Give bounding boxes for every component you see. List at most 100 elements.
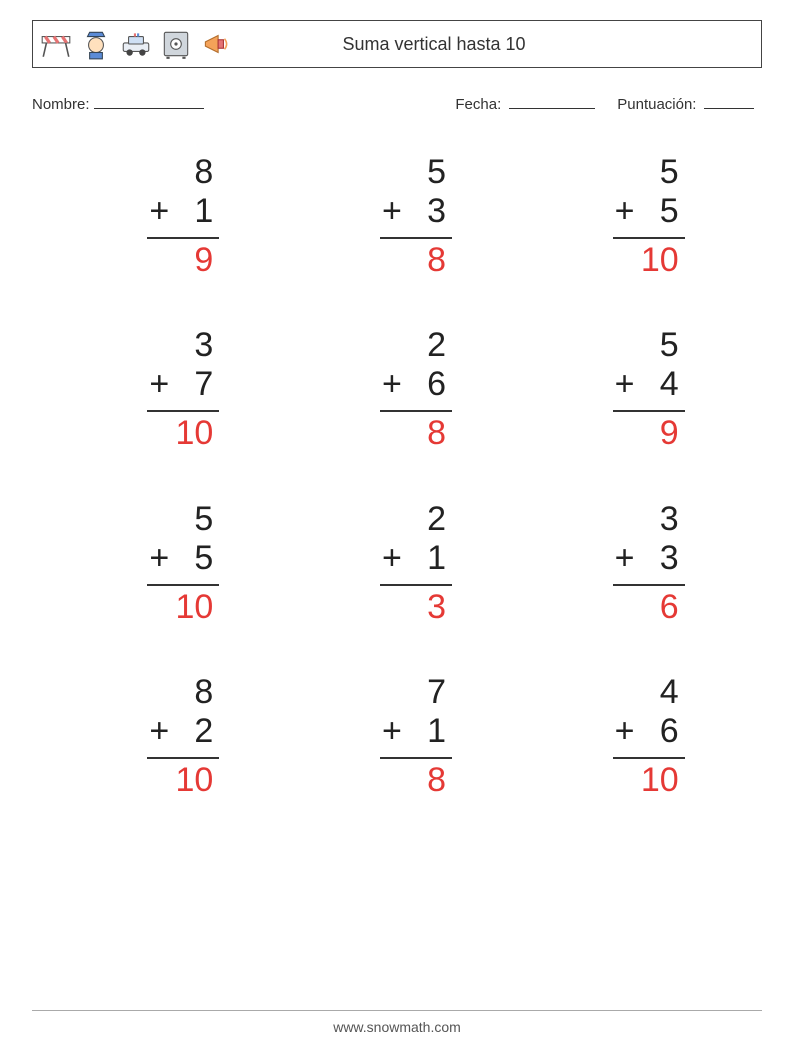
plus-operator: + (615, 712, 635, 751)
problem-rule (380, 584, 452, 586)
problem-operator-row: +2 (109, 712, 219, 751)
plus-operator: + (149, 712, 169, 751)
problem-operator-row: +7 (109, 365, 219, 404)
problem: 5+510 (575, 153, 685, 280)
problem-answer: 10 (641, 241, 685, 280)
plus-operator: + (615, 192, 635, 231)
problem-bottom-number: 3 (637, 539, 685, 578)
problem-top-number: 4 (660, 673, 685, 712)
problem-operator-row: +6 (575, 712, 685, 751)
plus-operator: + (615, 539, 635, 578)
score-label: Puntuación: (617, 96, 696, 113)
problem-answer: 10 (176, 761, 220, 800)
police-officer-icon (79, 27, 113, 61)
problem-answer: 9 (660, 414, 685, 453)
worksheet-page: Suma vertical hasta 10 Nombre: Fecha: Pu… (0, 0, 794, 1053)
problem-bottom-number: 1 (171, 192, 219, 231)
problem-rule (613, 584, 685, 586)
problem-bottom-number: 6 (637, 712, 685, 751)
problem: 7+18 (342, 673, 452, 800)
plus-operator: + (382, 192, 402, 231)
safe-icon (159, 27, 193, 61)
date-blank[interactable] (509, 94, 595, 109)
problem-operator-row: +1 (342, 539, 452, 578)
problem: 3+710 (109, 326, 219, 453)
score-blank[interactable] (704, 94, 754, 109)
problem-answer: 8 (427, 414, 452, 453)
problem: 5+510 (109, 500, 219, 627)
problem-top-number: 2 (427, 500, 452, 539)
problem: 8+19 (109, 153, 219, 280)
problem: 2+68 (342, 326, 452, 453)
problem-operator-row: +1 (342, 712, 452, 751)
problem-operator-row: +6 (342, 365, 452, 404)
problem-top-number: 5 (427, 153, 452, 192)
problem-operator-row: +4 (575, 365, 685, 404)
problem-bottom-number: 3 (404, 192, 452, 231)
problem-rule (380, 410, 452, 412)
problem-answer: 8 (427, 241, 452, 280)
problem-top-number: 5 (660, 326, 685, 365)
footer: www.snowmath.com (0, 1010, 794, 1035)
problem: 8+210 (109, 673, 219, 800)
problem-answer: 8 (427, 761, 452, 800)
date-label: Fecha: (455, 96, 501, 113)
problem-rule (147, 584, 219, 586)
problem-top-number: 8 (194, 673, 219, 712)
police-car-icon (119, 27, 153, 61)
problem-answer: 9 (194, 241, 219, 280)
problem: 3+36 (575, 500, 685, 627)
problem-top-number: 7 (427, 673, 452, 712)
problem-top-number: 3 (194, 326, 219, 365)
plus-operator: + (615, 365, 635, 404)
plus-operator: + (382, 365, 402, 404)
name-label: Nombre: (32, 96, 90, 113)
name-blank[interactable] (94, 94, 204, 109)
problem-bottom-number: 1 (404, 712, 452, 751)
problem-rule (147, 410, 219, 412)
plus-operator: + (382, 539, 402, 578)
problem-bottom-number: 4 (637, 365, 685, 404)
problem: 4+610 (575, 673, 685, 800)
problem-answer: 10 (176, 414, 220, 453)
meta-row: Nombre: Fecha: Puntuación: (32, 94, 762, 113)
problem-rule (380, 757, 452, 759)
problem-answer: 6 (660, 588, 685, 627)
problem-bottom-number: 2 (171, 712, 219, 751)
problem-operator-row: +1 (109, 192, 219, 231)
megaphone-icon (199, 27, 233, 61)
problem-answer: 3 (427, 588, 452, 627)
problem-rule (613, 410, 685, 412)
problem-operator-row: +5 (575, 192, 685, 231)
plus-operator: + (149, 192, 169, 231)
worksheet-title: Suma vertical hasta 10 (233, 34, 755, 55)
problem-bottom-number: 5 (637, 192, 685, 231)
problem-bottom-number: 6 (404, 365, 452, 404)
plus-operator: + (382, 712, 402, 751)
problem-bottom-number: 1 (404, 539, 452, 578)
barrier-icon (39, 27, 73, 61)
problem: 5+38 (342, 153, 452, 280)
problem-top-number: 2 (427, 326, 452, 365)
problem-top-number: 5 (194, 500, 219, 539)
problem-rule (613, 757, 685, 759)
header-icon-group (39, 27, 233, 61)
plus-operator: + (149, 365, 169, 404)
problem-rule (380, 237, 452, 239)
problem-operator-row: +5 (109, 539, 219, 578)
problem-top-number: 8 (194, 153, 219, 192)
problem-rule (613, 237, 685, 239)
problem-bottom-number: 5 (171, 539, 219, 578)
problem-rule (147, 237, 219, 239)
problem-answer: 10 (176, 588, 220, 627)
problem-top-number: 5 (660, 153, 685, 192)
problem-top-number: 3 (660, 500, 685, 539)
problem-bottom-number: 7 (171, 365, 219, 404)
problem-answer: 10 (641, 761, 685, 800)
plus-operator: + (149, 539, 169, 578)
problem: 5+49 (575, 326, 685, 453)
problem: 2+13 (342, 500, 452, 627)
problem-rule (147, 757, 219, 759)
footer-rule (32, 1010, 762, 1011)
problem-operator-row: +3 (342, 192, 452, 231)
